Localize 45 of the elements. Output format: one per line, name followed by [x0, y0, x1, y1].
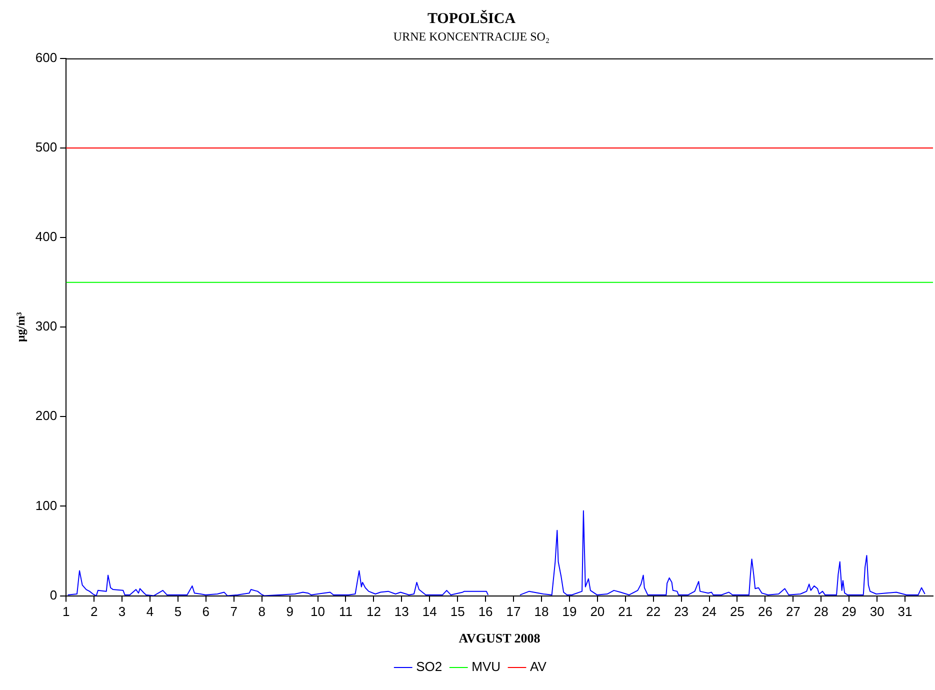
x-tick-label: 21 [618, 604, 633, 620]
x-axis-title: AVGUST 2008 [458, 630, 541, 646]
x-tick-label: 4 [146, 604, 154, 620]
x-tick-label: 17 [506, 604, 521, 620]
x-tick-label: 24 [702, 604, 717, 620]
y-tick-label: 300 [35, 318, 58, 334]
y-tick-label: 500 [35, 140, 58, 155]
x-tick-label: 10 [310, 604, 326, 620]
x-tick-label: 7 [230, 604, 238, 620]
y-tick-label: 600 [35, 50, 58, 65]
x-tick-label: 8 [258, 604, 266, 620]
x-tick-label: 27 [786, 604, 800, 620]
x-tick-label: 23 [674, 604, 689, 620]
legend-label: MVU [472, 659, 501, 674]
x-tick-label: 25 [730, 604, 744, 620]
y-tick-label: 400 [35, 229, 58, 244]
x-tick-label: 22 [646, 604, 661, 620]
x-tick-label: 15 [450, 604, 465, 620]
legend-label: SO2 [416, 659, 442, 674]
x-tick-label: 30 [870, 604, 884, 620]
x-tick-label: 1 [62, 604, 70, 620]
y-axis-title: µg/m³ [13, 312, 28, 342]
chart-subtitle: URNE KONCENTRACIJE SO₂ [393, 29, 550, 44]
x-tick-label: 26 [758, 604, 772, 620]
x-tick-label: 18 [534, 604, 549, 620]
x-tick-label: 29 [842, 604, 856, 620]
x-tick-label: 16 [478, 604, 493, 620]
x-tick-label: 13 [394, 604, 409, 620]
x-tick-label: 9 [286, 604, 294, 620]
x-tick-label: 28 [814, 604, 828, 620]
x-tick-label: 11 [338, 604, 352, 620]
x-tick-label: 19 [562, 604, 577, 620]
x-tick-label: 31 [898, 604, 912, 620]
x-tick-label: 6 [202, 604, 210, 620]
y-tick-label: 0 [50, 587, 58, 602]
x-tick-label: 5 [174, 604, 182, 620]
x-tick-label: 14 [422, 604, 437, 620]
x-tick-label: 20 [590, 604, 605, 620]
x-tick-label: 3 [118, 604, 126, 620]
y-tick-label: 200 [35, 408, 58, 424]
y-tick-label: 100 [35, 498, 58, 513]
x-tick-label: 2 [90, 604, 98, 620]
x-tick-label: 12 [366, 604, 381, 620]
chart-title: TOPOLŠICA [427, 8, 516, 27]
legend-label: AV [530, 659, 547, 674]
